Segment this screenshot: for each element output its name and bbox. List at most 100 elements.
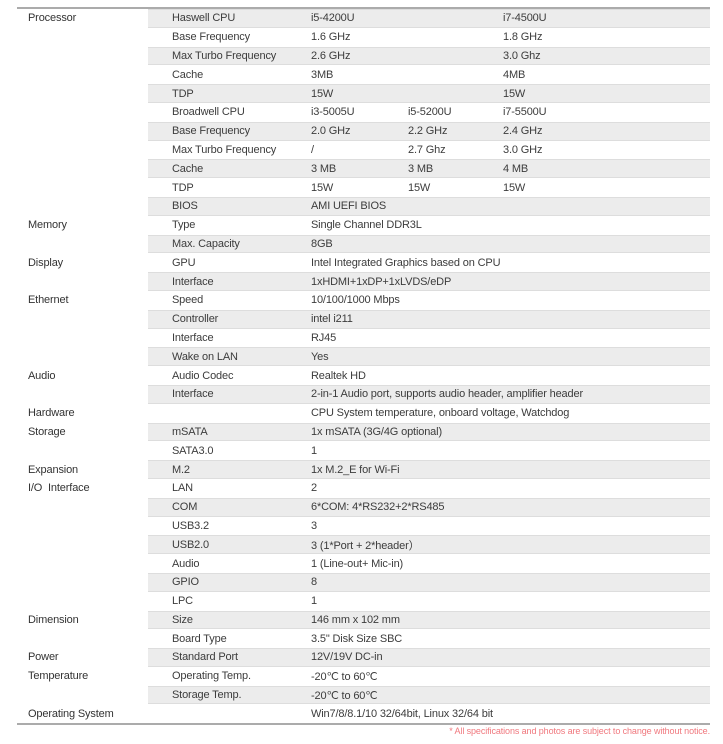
spec-row-body: Type Single Channel DDR3L bbox=[148, 215, 710, 235]
spec-value: / bbox=[311, 143, 314, 156]
category-cell bbox=[17, 196, 148, 216]
spec-value: i5-4200U bbox=[311, 12, 355, 25]
spec-label: Controller bbox=[172, 313, 219, 326]
spec-value: i7-5500U bbox=[503, 106, 547, 119]
spec-value: CPU System temperature, onboard voltage,… bbox=[311, 407, 570, 420]
spec-value: 3 MB bbox=[408, 162, 434, 175]
spec-row: Interface 1xHDMI+1xDP+1xLVDS/eDP bbox=[17, 272, 710, 291]
spec-row-body: SATA3.0 1 bbox=[148, 441, 710, 461]
spec-value: 10/100/1000 Mbps bbox=[311, 294, 400, 307]
spec-row: USB3.2 3 bbox=[17, 516, 710, 536]
spec-row-body: Interface RJ45 bbox=[148, 328, 710, 348]
category-cell bbox=[17, 140, 148, 160]
spec-value: 15W bbox=[503, 87, 526, 100]
spec-value: 3.0 Ghz bbox=[503, 49, 541, 62]
spec-row: Expansion M.2 1x M.2_E for Wi-Fi bbox=[17, 460, 710, 479]
spec-row-body: mSATA 1x mSATA (3G/4G optional) bbox=[148, 422, 710, 442]
spec-label: Max Turbo Frequency bbox=[172, 49, 277, 62]
category-cell bbox=[17, 84, 148, 103]
spec-value: 2.7 Ghz bbox=[408, 143, 446, 156]
spec-row-body: Max Turbo Frequency 2.6 GHz 3.0 Ghz bbox=[148, 46, 710, 66]
spec-value: 6*COM: 4*RS232+2*RS485 bbox=[311, 501, 445, 514]
spec-row-body: LPC 1 bbox=[148, 591, 710, 611]
spec-label: USB2.0 bbox=[172, 538, 210, 551]
spec-label bbox=[148, 704, 311, 723]
spec-row: Audio Audio Codec Realtek HD bbox=[17, 366, 710, 385]
spec-row: Storage Temp. -20℃ to 60℃ bbox=[17, 685, 710, 705]
spec-row-body: Audio Codec Realtek HD bbox=[148, 366, 710, 385]
spec-row-body: Storage Temp. -20℃ to 60℃ bbox=[148, 685, 710, 705]
category-cell: Processor bbox=[17, 9, 148, 28]
spec-label: COM bbox=[172, 501, 198, 514]
spec-label: SATA3.0 bbox=[172, 444, 214, 457]
spec-value: RJ45 bbox=[311, 331, 337, 344]
spec-row: Operating System Win7/8/8.1/10 32/64bit, … bbox=[17, 704, 710, 724]
spec-value: 3 bbox=[311, 519, 317, 532]
spec-row-body: Interface 1xHDMI+1xDP+1xLVDS/eDP bbox=[148, 272, 710, 291]
spec-label: Base Frequency bbox=[172, 31, 250, 44]
spec-value: Win7/8/8.1/10 32/64bit, Linux 32/64 bit bbox=[311, 707, 493, 720]
spec-row: Display GPU Intel Integrated Graphics base… bbox=[17, 253, 710, 273]
spec-row: Hardware CPU System temperature, onboard … bbox=[17, 403, 710, 423]
spec-value: Intel Integrated Graphics based on CPU bbox=[311, 256, 501, 269]
spec-label: Base Frequency bbox=[172, 125, 250, 138]
spec-row-body: Operating Temp. -20℃ to 60℃ bbox=[148, 666, 710, 686]
spec-label: Max Turbo Frequency bbox=[172, 143, 277, 156]
spec-value bbox=[408, 28, 503, 47]
category-cell bbox=[17, 497, 148, 517]
spec-row: Base Frequency 2.0 GHz 2.2 GHz 2.4 GHz bbox=[17, 121, 710, 141]
spec-label: LAN bbox=[172, 482, 193, 495]
category-cell bbox=[17, 309, 148, 329]
spec-row: LPC 1 bbox=[17, 591, 710, 611]
spec-value: 2.6 GHz bbox=[311, 49, 351, 62]
spec-row: Controller intel i211 bbox=[17, 309, 710, 329]
spec-label: Board Type bbox=[172, 632, 227, 645]
spec-value: 15W bbox=[311, 87, 334, 100]
spec-row: Board Type 3.5" Disk Size SBC bbox=[17, 629, 710, 649]
spec-row: Max Turbo Frequency 2.6 GHz 3.0 Ghz bbox=[17, 46, 710, 66]
spec-row: Audio 1 (Line-out+ Mic-in) bbox=[17, 554, 710, 573]
spec-value: 1.8 GHz bbox=[503, 31, 543, 44]
spec-label: Cache bbox=[172, 162, 204, 175]
spec-row: Storage mSATA 1x mSATA (3G/4G optional) bbox=[17, 422, 710, 442]
spec-value: 1x mSATA (3G/4G optional) bbox=[311, 425, 442, 438]
spec-value: 15W bbox=[503, 181, 526, 194]
spec-row-body: Base Frequency 1.6 GHz 1.8 GHz bbox=[148, 27, 710, 47]
spec-value bbox=[408, 47, 503, 66]
spec-row: Base Frequency 1.6 GHz 1.8 GHz bbox=[17, 27, 710, 47]
spec-value: 8 bbox=[311, 576, 317, 589]
category-cell: I/O Interface bbox=[17, 478, 148, 498]
spec-row: Cache 3MB 4MB bbox=[17, 65, 710, 85]
category-cell bbox=[17, 102, 148, 122]
category-cell bbox=[17, 46, 148, 66]
spec-value: 15W bbox=[408, 181, 431, 194]
spec-row: SATA3.0 1 bbox=[17, 441, 710, 461]
spec-row-body: BIOS AMI UEFI BIOS bbox=[148, 196, 710, 216]
spec-value: -20℃ to 60℃ bbox=[311, 689, 378, 702]
category-cell bbox=[17, 27, 148, 47]
spec-row: TDP 15W 15W 15W bbox=[17, 178, 710, 197]
spec-label: Broadwell CPU bbox=[172, 106, 245, 119]
spec-row: TDP 15W 15W bbox=[17, 84, 710, 103]
disclaimer-note: * All specifications and photos are subj… bbox=[449, 726, 710, 736]
spec-row: Processor Haswell CPU i5-4200U i7-4500U bbox=[17, 9, 710, 28]
spec-value: 3MB bbox=[311, 68, 334, 81]
spec-row-body: Wake on LAN Yes bbox=[148, 347, 710, 367]
spec-row-body: Size 146 mm x 102 mm bbox=[148, 610, 710, 630]
spec-row: COM 6*COM: 4*RS232+2*RS485 bbox=[17, 497, 710, 517]
spec-label: mSATA bbox=[172, 425, 208, 438]
category-cell bbox=[17, 347, 148, 367]
category-cell: Power bbox=[17, 648, 148, 667]
spec-row-body: TDP 15W 15W bbox=[148, 84, 710, 103]
spec-label: Operating Temp. bbox=[172, 670, 251, 683]
spec-row-body: M.2 1x M.2_E for Wi-Fi bbox=[148, 460, 710, 479]
spec-value bbox=[408, 84, 503, 103]
spec-value: Single Channel DDR3L bbox=[311, 219, 422, 232]
spec-label: Haswell CPU bbox=[172, 12, 236, 25]
spec-label: Speed bbox=[172, 294, 204, 307]
spec-value: 1 (Line-out+ Mic-in) bbox=[311, 557, 404, 570]
spec-row-body: COM 6*COM: 4*RS232+2*RS485 bbox=[148, 497, 710, 517]
spec-value: 1xHDMI+1xDP+1xLVDS/eDP bbox=[311, 275, 452, 288]
spec-label: Type bbox=[172, 219, 196, 232]
spec-row-body: Cache 3 MB 3 MB 4 MB bbox=[148, 159, 710, 179]
